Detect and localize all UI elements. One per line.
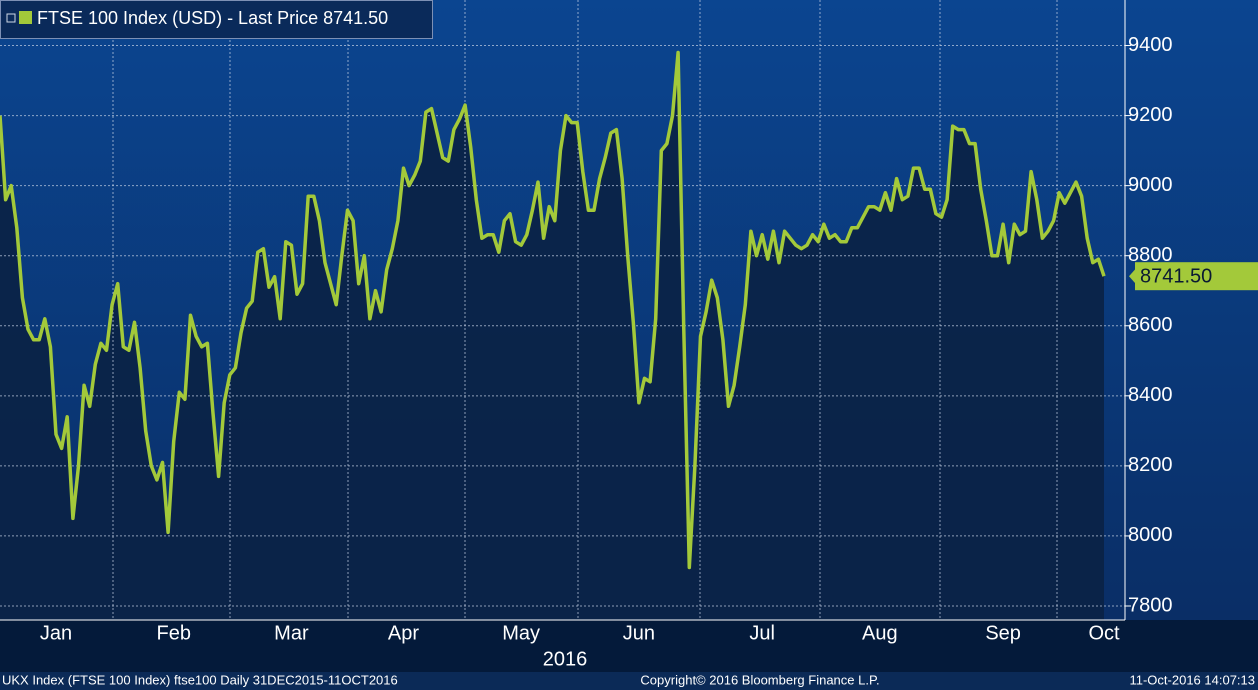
x-tick-label: Apr <box>388 622 419 644</box>
footer-left: UKX Index (FTSE 100 Index) ftse100 Daily… <box>2 672 398 687</box>
plot <box>0 0 1125 620</box>
x-axis-band <box>0 620 1258 672</box>
y-tick-label: 7800 <box>1128 594 1173 616</box>
legend-label: FTSE 100 Index (USD) - Last Price 8741.5… <box>37 8 388 28</box>
price-line <box>0 50 1106 570</box>
y-tick-label: 8000 <box>1128 524 1173 546</box>
x-tick-label: Jul <box>749 622 775 644</box>
x-tick-label: Aug <box>862 622 898 644</box>
y-tick-label: 9200 <box>1128 104 1173 126</box>
y-tick-label: 8800 <box>1128 244 1173 266</box>
y-tick-label: 9400 <box>1128 34 1173 56</box>
x-tick-label: Jan <box>40 622 72 644</box>
y-tick-label: 8600 <box>1128 314 1173 336</box>
x-tick-label: Jun <box>623 622 655 644</box>
last-price-box <box>1135 262 1258 291</box>
legend-toggle[interactable] <box>6 13 16 23</box>
footer-timestamp: 11-Oct-2016 14:07:13 <box>1129 672 1255 687</box>
x-tick-label: Oct <box>1088 622 1120 644</box>
footer-band <box>0 672 1258 690</box>
legend-box <box>0 0 433 39</box>
footer-copyright: Copyright© 2016 Bloomberg Finance L.P. <box>640 672 879 687</box>
legend-swatch <box>19 11 32 24</box>
x-tick-label: May <box>502 622 540 644</box>
area <box>0 52 1104 620</box>
x-axis-label: 2016 <box>543 648 588 670</box>
last-price-label: 8741.50 <box>1140 265 1212 287</box>
y-tick-label: 8400 <box>1128 384 1173 406</box>
legend: FTSE 100 Index (USD) - Last Price 8741.5… <box>0 0 433 39</box>
x-tick-label: Feb <box>156 622 190 644</box>
y-tick-label: 9000 <box>1128 174 1173 196</box>
x-tick-label: Sep <box>985 622 1021 644</box>
y-tick-label: 8200 <box>1128 454 1173 476</box>
x-tick-label: Mar <box>274 622 309 644</box>
